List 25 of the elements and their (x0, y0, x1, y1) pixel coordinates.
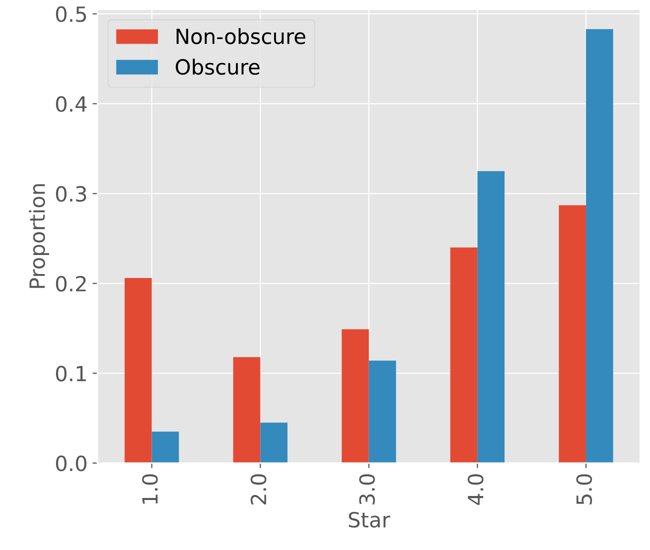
bar (260, 422, 288, 464)
y-tick-label: 0.4 (56, 96, 87, 112)
y-tick-label: 0.3 (56, 186, 86, 202)
bar (477, 171, 505, 464)
bar (233, 357, 260, 464)
x-tick-label: 2.0 (250, 474, 266, 504)
legend-label: Non-obscure (176, 28, 306, 44)
bar (342, 329, 369, 464)
bar (152, 432, 179, 464)
y-tick-label: 0.2 (56, 276, 86, 292)
bar (124, 278, 152, 464)
x-axis-title: Star (348, 512, 390, 528)
bar (450, 247, 478, 464)
legend-label: Obscure (176, 58, 260, 75)
y-tick-label: 0.0 (56, 456, 86, 472)
bar (558, 205, 586, 464)
x-tick-label: 4.0 (468, 474, 484, 505)
y-tick-label: 0.1 (56, 366, 86, 382)
y-axis-title: Proportion (28, 184, 50, 288)
x-tick-label: 3.0 (359, 474, 375, 504)
bar (586, 29, 614, 464)
x-tick-label: 1.0 (142, 474, 158, 504)
bar (368, 360, 396, 464)
y-tick-label: 0.5 (56, 6, 86, 22)
x-tick-label: 5.0 (576, 474, 592, 504)
